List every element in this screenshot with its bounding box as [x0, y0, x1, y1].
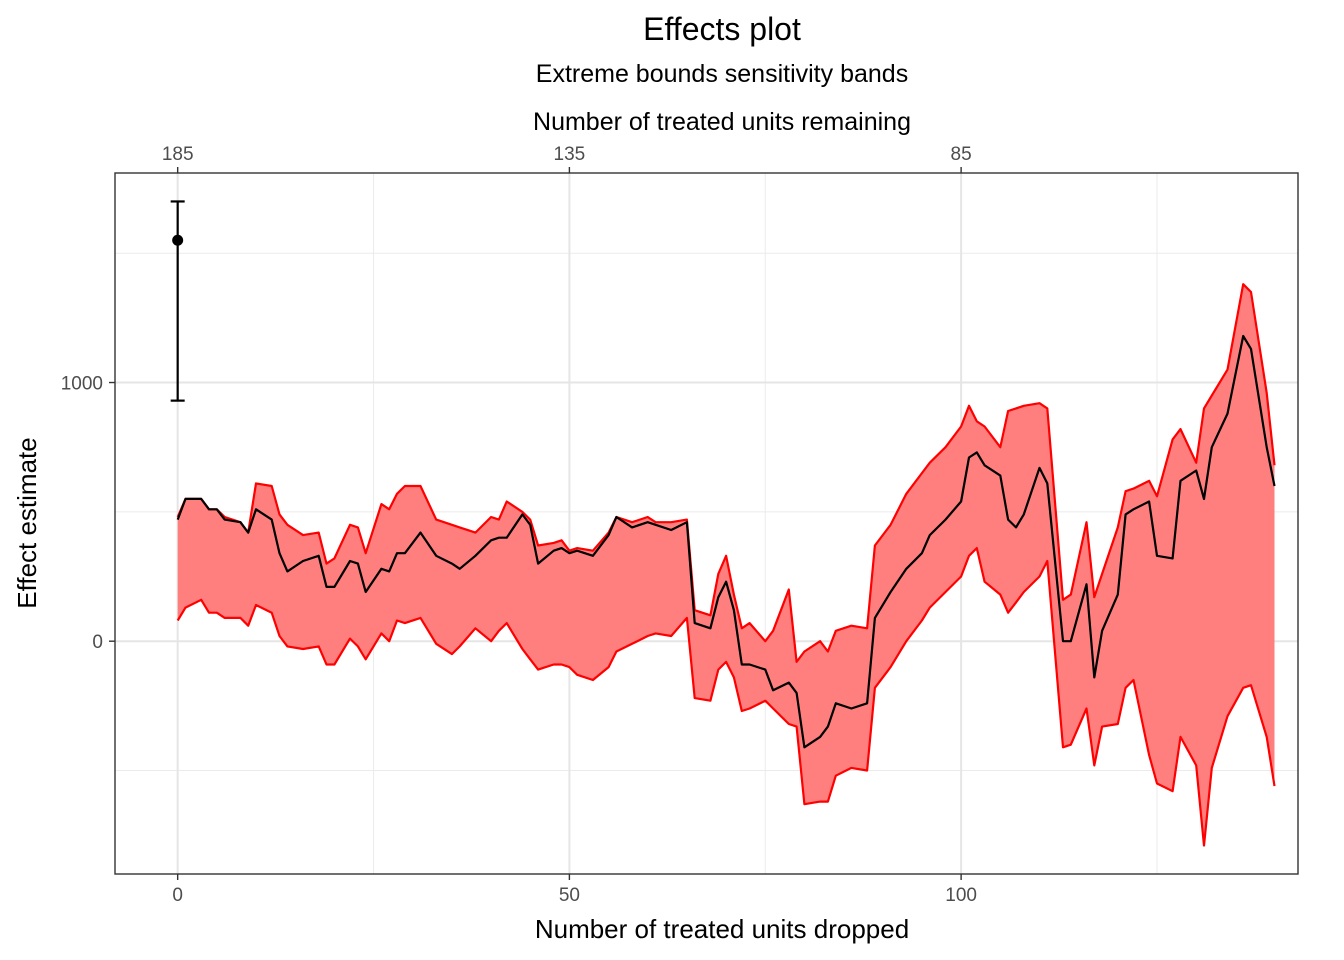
point-estimate [170, 200, 185, 402]
x-tick-label: 0 [172, 885, 183, 906]
chart-title: Effects plot [643, 11, 801, 47]
band-area [177, 284, 1275, 846]
y-tick-label: 1000 [61, 374, 103, 395]
plot-border [114, 172, 1299, 875]
x-tick-label: 50 [559, 885, 580, 906]
estimate-series [176, 334, 1276, 749]
top-axis-title: Number of treated units remaining [533, 108, 911, 136]
point-estimate-dot [172, 234, 184, 246]
axis-ticks: 0 50 100 185 135 85 0 1000 [61, 144, 977, 906]
band-upper-line [176, 283, 1276, 664]
band-lower-line [176, 546, 1276, 847]
plot-background [115, 173, 1298, 874]
top-x-tick-label: 185 [162, 144, 194, 165]
top-x-tick-label: 135 [554, 144, 586, 165]
x-tick-label: 100 [945, 885, 977, 906]
sensitivity-band [176, 283, 1276, 847]
estimate-line [176, 334, 1276, 749]
chart-subtitle: Extreme bounds sensitivity bands [536, 60, 908, 88]
y-axis-title: Effect estimate [12, 437, 42, 609]
x-axis-title: Number of treated units dropped [535, 914, 909, 944]
y-tick-label: 0 [92, 632, 103, 653]
top-x-tick-label: 85 [951, 144, 972, 165]
